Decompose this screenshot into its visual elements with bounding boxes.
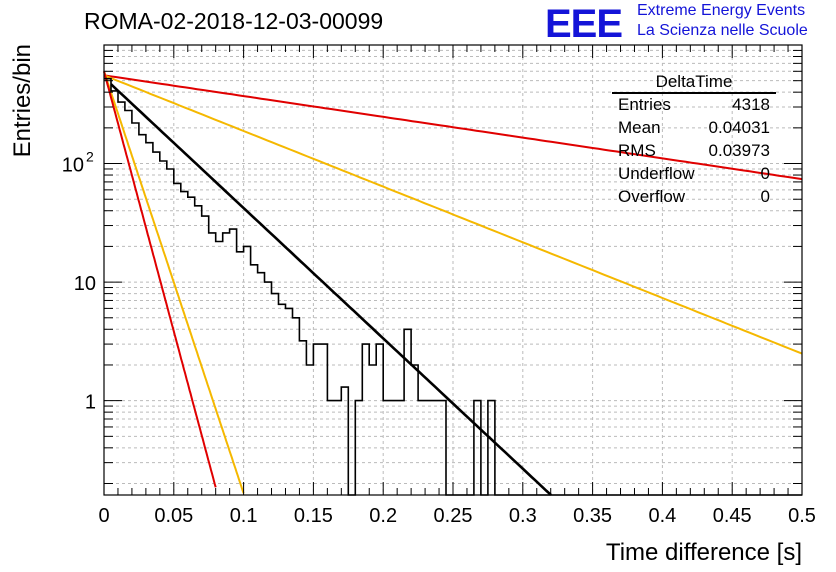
stats-row-label: Overflow (618, 187, 686, 206)
x-tick-label: 0 (98, 505, 109, 527)
x-tick-label: 0.4 (648, 505, 676, 527)
x-tick-label: 0.1 (230, 505, 258, 527)
stats-rows: Entries 4318 Mean 0.04031 RMS 0.03973 Underflo… (618, 95, 770, 206)
stats-row-label: Mean (618, 118, 661, 137)
stats-title: DeltaTime (656, 72, 733, 91)
curve-orange-steep (103, 70, 245, 494)
y-tick-label: 10 (62, 155, 84, 177)
stats-row-value: 0.03973 (709, 141, 770, 160)
stats-box: DeltaTime Entries 4318 Mean 0.04031 RMS 0.039… (612, 72, 776, 206)
x-tick-label: 0.25 (434, 505, 473, 527)
x-tick-label: 0.35 (573, 505, 612, 527)
y-tick-label: 10 (74, 273, 96, 295)
x-tick-label: 0.2 (369, 505, 397, 527)
curve-orange-shallow (103, 74, 803, 355)
logo-subtitle-2: La Scienza nelle Scuole (637, 22, 808, 39)
x-tick-label: 0.3 (509, 505, 537, 527)
stats-row-label: RMS (618, 141, 656, 160)
x-axis-label: Time difference [s] (606, 539, 802, 566)
stats-row-label: Underflow (618, 164, 695, 183)
y-tick-label: 1 (85, 392, 96, 414)
logo-subtitle-1: Extreme Energy Events (637, 2, 806, 19)
x-tick-label: 0.15 (294, 505, 333, 527)
stats-row-value: 0 (761, 187, 770, 206)
y-axis-label: Entries/bin (9, 44, 36, 157)
stats-row-value: 0 (761, 164, 770, 183)
axes: 0 0.05 0.1 0.15 0.2 0.25 0.3 0.35 0.4 0.45 0.5 1 10 1… (62, 44, 816, 527)
x-tick-label: 0.05 (154, 505, 193, 527)
fit-curves (103, 70, 803, 496)
curve-red-shallow (103, 74, 803, 181)
stats-row-value: 4318 (732, 95, 770, 114)
grid (104, 45, 802, 495)
x-tick-label: 0.5 (788, 505, 816, 527)
curve-red-steep (103, 71, 217, 488)
plot-title: ROMA-02-2018-12-03-00099 (84, 8, 384, 34)
stats-row-label: Entries (618, 95, 671, 114)
stats-row-value: 0.04031 (709, 118, 770, 137)
x-tick-label: 0.45 (713, 505, 752, 527)
y-tick-label-exponent: 2 (86, 149, 94, 165)
eee-logo: EEE (545, 2, 623, 46)
